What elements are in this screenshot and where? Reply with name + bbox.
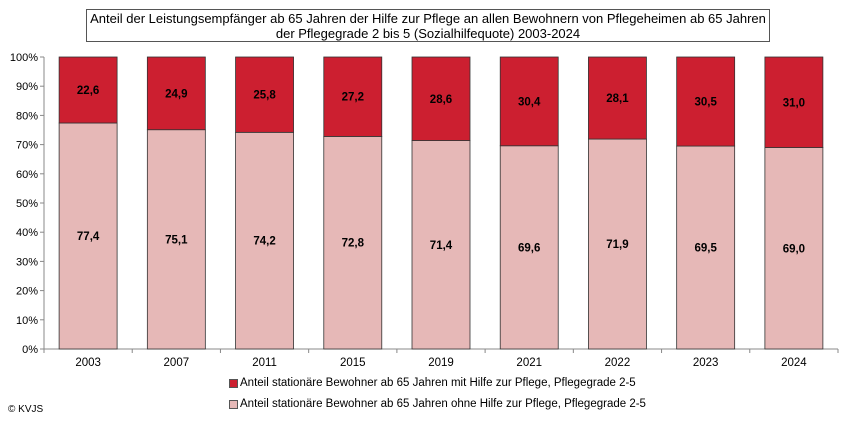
data-label: 69,0 [783, 243, 805, 255]
legend-swatch-ohne [229, 399, 238, 409]
legend-label-mit: Anteil stationäre Bewohner ab 65 Jahren … [240, 377, 636, 389]
data-label: 22,6 [77, 85, 99, 97]
data-label: 75,1 [165, 234, 188, 246]
data-label: 25,8 [253, 90, 276, 102]
x-tick-label: 2019 [428, 357, 454, 369]
y-tick-label: 50% [16, 198, 38, 210]
data-label: 30,5 [694, 97, 717, 109]
x-tick-label: 2003 [75, 357, 101, 369]
x-tick-label: 2023 [693, 357, 719, 369]
legend-item-mit: Anteil stationäre Bewohner ab 65 Jahren … [229, 377, 636, 389]
data-label: 72,8 [342, 238, 365, 250]
legend-item-ohne: Anteil stationäre Bewohner ab 65 Jahren … [229, 398, 646, 410]
y-tick-label: 60% [16, 169, 38, 181]
data-label: 69,6 [518, 242, 540, 254]
bar-ohne-2024 [764, 147, 824, 350]
bar-ohne-2019 [411, 140, 471, 350]
y-tick-label: 100% [10, 52, 38, 64]
bar-mit-2011 [235, 56, 294, 133]
data-label: 77,4 [77, 231, 100, 243]
data-label: 74,2 [253, 236, 275, 248]
y-tick-label: 70% [16, 140, 38, 152]
bar-mit-2019 [411, 56, 471, 141]
data-label: 31,0 [783, 97, 805, 109]
bar-mit-2022 [588, 56, 647, 140]
chart-title: Anteil der Leistungsempfänger ab 65 Jahr… [86, 9, 770, 42]
bar-ohne-2003 [58, 122, 118, 350]
y-tick-label: 0% [22, 344, 38, 356]
copyright: © KVJS [8, 404, 44, 415]
data-label: 24,9 [165, 88, 187, 100]
x-tick-label: 2007 [164, 357, 190, 369]
y-tick-label: 30% [16, 256, 38, 268]
data-label: 28,6 [430, 94, 452, 106]
bar-ohne-2021 [499, 145, 559, 350]
bar-mit-2015 [323, 56, 383, 137]
legend-label-ohne: Anteil stationäre Bewohner ab 65 Jahren … [240, 398, 646, 410]
data-label: 30,4 [518, 96, 541, 108]
bar-ohne-2007 [146, 129, 206, 350]
bar-ohne-2015 [323, 136, 383, 350]
bar-mit-2003 [58, 56, 118, 124]
bar-mit-2023 [676, 56, 736, 147]
bar-mit-2007 [146, 56, 206, 131]
data-label: 71,9 [606, 239, 628, 251]
data-label: 27,2 [342, 92, 364, 104]
data-label: 28,1 [606, 93, 629, 105]
x-tick-label: 2021 [516, 357, 542, 369]
bar-mit-2021 [499, 56, 559, 147]
x-tick-label: 2024 [781, 357, 807, 369]
y-tick-label: 20% [16, 286, 38, 298]
y-tick-label: 40% [16, 227, 38, 239]
bar-ohne-2023 [676, 145, 736, 350]
data-label: 69,5 [694, 243, 717, 255]
x-tick-label: 2015 [340, 357, 366, 369]
x-tick-label: 2011 [252, 357, 277, 369]
data-label: 71,4 [430, 240, 453, 252]
y-tick-label: 80% [16, 110, 38, 122]
bar-ohne-2011 [235, 131, 294, 350]
x-tick-label: 2022 [605, 357, 631, 369]
y-tick-label: 90% [16, 81, 38, 93]
bar-mit-2024 [764, 56, 824, 148]
y-tick-label: 10% [16, 315, 38, 327]
legend-swatch-mit [229, 378, 238, 388]
